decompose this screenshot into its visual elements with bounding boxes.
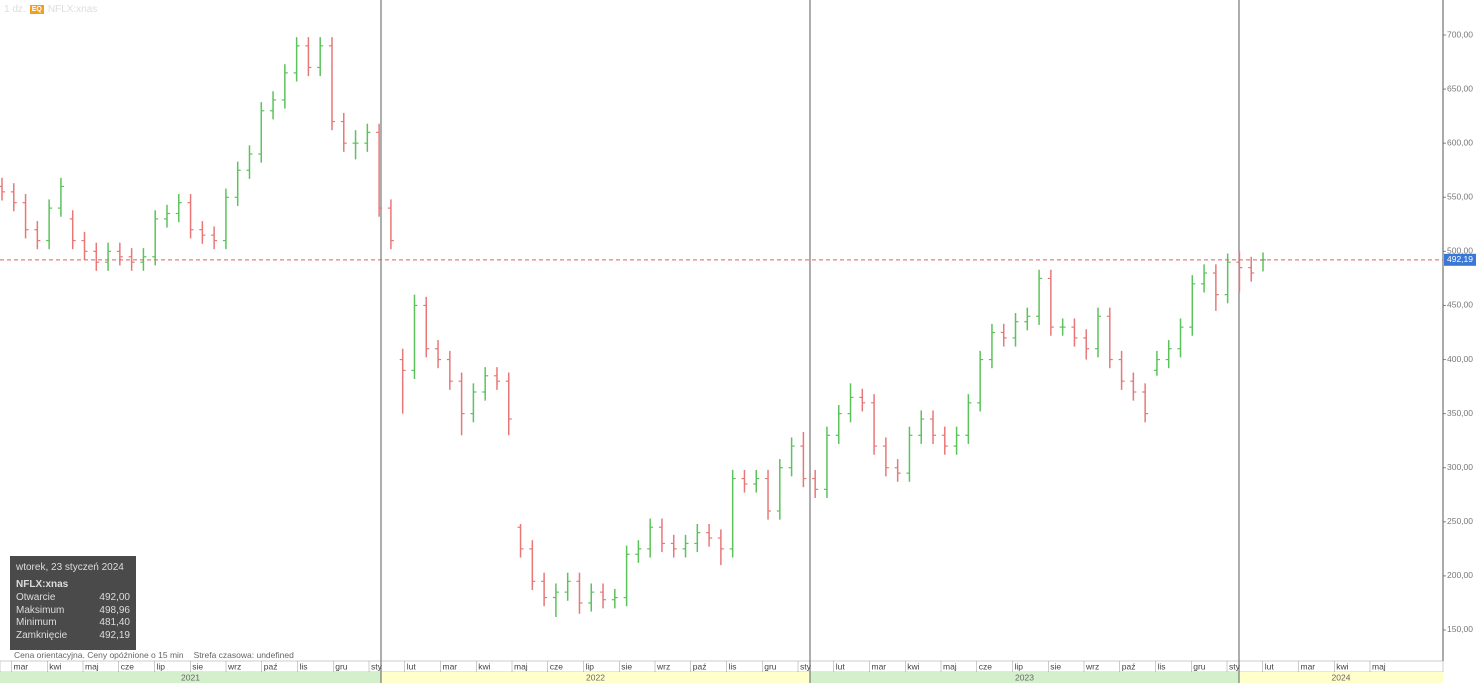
header: 1 dz. EQ NFLX:xnas bbox=[4, 4, 97, 15]
y-tick-label: 700,00 bbox=[1447, 29, 1473, 39]
year-band bbox=[0, 672, 381, 683]
year-label: 2023 bbox=[1015, 672, 1034, 682]
y-tick-label: 650,00 bbox=[1447, 83, 1473, 93]
info-row: Otwarcie 492,00 bbox=[16, 592, 130, 605]
last-price-label: 492,19 bbox=[1447, 254, 1473, 264]
month-label: mar bbox=[14, 661, 29, 671]
info-row: Zamknięcie 492,19 bbox=[16, 630, 130, 643]
month-label: sty bbox=[371, 661, 383, 671]
month-label: mar bbox=[1301, 661, 1316, 671]
month-label: paź bbox=[693, 661, 707, 671]
month-label: gru bbox=[335, 661, 348, 671]
year-label: 2022 bbox=[586, 672, 605, 682]
info-box: wtorek, 23 styczeń 2024 NFLX:xnas Otwarc… bbox=[10, 556, 136, 650]
month-label: sie bbox=[192, 661, 203, 671]
month-label: mar bbox=[872, 661, 887, 671]
month-label: cze bbox=[550, 661, 564, 671]
month-label: sty bbox=[1229, 661, 1241, 671]
y-tick-label: 550,00 bbox=[1447, 192, 1473, 202]
year-label: 2024 bbox=[1332, 672, 1351, 682]
month-label: sie bbox=[1050, 661, 1061, 671]
month-label: lip bbox=[586, 661, 595, 671]
year-band bbox=[810, 672, 1239, 683]
y-tick-label: 300,00 bbox=[1447, 462, 1473, 472]
month-label: lut bbox=[1265, 661, 1275, 671]
badge: EQ bbox=[29, 5, 44, 14]
month-label: sie bbox=[621, 661, 632, 671]
month-label: lip bbox=[157, 661, 166, 671]
info-date: wtorek, 23 styczeń 2024 bbox=[16, 562, 124, 573]
info-value: 492,19 bbox=[99, 629, 130, 641]
info-row: Maksimum 498,96 bbox=[16, 605, 130, 618]
month-label: gru bbox=[1193, 661, 1206, 671]
footer-note: Strefa czasowa: undefined bbox=[193, 650, 294, 660]
month-label: maj bbox=[514, 661, 528, 671]
interval: 1 dz. bbox=[4, 4, 26, 15]
year-band bbox=[1239, 672, 1443, 683]
info-label: Zamknięcie bbox=[16, 629, 68, 641]
info-value: 498,96 bbox=[99, 604, 130, 616]
y-tick-label: 200,00 bbox=[1447, 570, 1473, 580]
month-label: paź bbox=[264, 661, 278, 671]
month-label: wrz bbox=[227, 661, 241, 671]
info-value: 492,00 bbox=[99, 592, 130, 603]
month-label: lis bbox=[1158, 661, 1166, 671]
info-symbol: NFLX:xnas bbox=[16, 579, 69, 590]
month-label: cze bbox=[121, 661, 135, 671]
month-label: maj bbox=[85, 661, 99, 671]
month-label: lip bbox=[1015, 661, 1024, 671]
month-label: lis bbox=[300, 661, 308, 671]
y-tick-label: 250,00 bbox=[1447, 516, 1473, 526]
y-tick-label: 150,00 bbox=[1447, 624, 1473, 634]
month-label: wrz bbox=[656, 661, 670, 671]
month-label: gru bbox=[764, 661, 777, 671]
info-value: 481,40 bbox=[99, 617, 130, 628]
month-label: sty bbox=[800, 661, 812, 671]
month-label: mar bbox=[443, 661, 458, 671]
month-label: wrz bbox=[1085, 661, 1099, 671]
month-label: lut bbox=[407, 661, 417, 671]
info-label: Otwarcie bbox=[16, 592, 56, 603]
y-tick-label: 350,00 bbox=[1447, 408, 1473, 418]
month-row bbox=[0, 660, 1444, 673]
y-tick-label: 450,00 bbox=[1447, 300, 1473, 310]
month-label: maj bbox=[943, 661, 957, 671]
y-tick-label: 400,00 bbox=[1447, 354, 1473, 364]
month-label: maj bbox=[1372, 661, 1386, 671]
info-label: Maksimum bbox=[16, 604, 65, 616]
footer: Cena orientacyjna. Ceny opóźnione o 15 m… bbox=[14, 650, 304, 660]
info-label: Minimum bbox=[16, 617, 57, 628]
month-label: kwi bbox=[478, 661, 490, 671]
month-label: paź bbox=[1122, 661, 1136, 671]
month-label: kwi bbox=[49, 661, 61, 671]
y-tick-label: 600,00 bbox=[1447, 137, 1473, 147]
info-row: Minimum 481,40 bbox=[16, 617, 130, 630]
month-label: lut bbox=[836, 661, 846, 671]
year-band bbox=[381, 672, 810, 683]
last-price-box bbox=[1444, 253, 1476, 266]
symbol: NFLX:xnas bbox=[47, 4, 98, 15]
footer-note: Cena orientacyjna. Ceny opóźnione o 15 m… bbox=[14, 650, 184, 660]
month-label: kwi bbox=[1336, 661, 1348, 671]
month-label: cze bbox=[979, 661, 993, 671]
year-label: 2021 bbox=[181, 672, 200, 682]
month-label: lis bbox=[729, 661, 737, 671]
y-tick-label: 500,00 bbox=[1447, 246, 1473, 256]
month-label: kwi bbox=[907, 661, 919, 671]
